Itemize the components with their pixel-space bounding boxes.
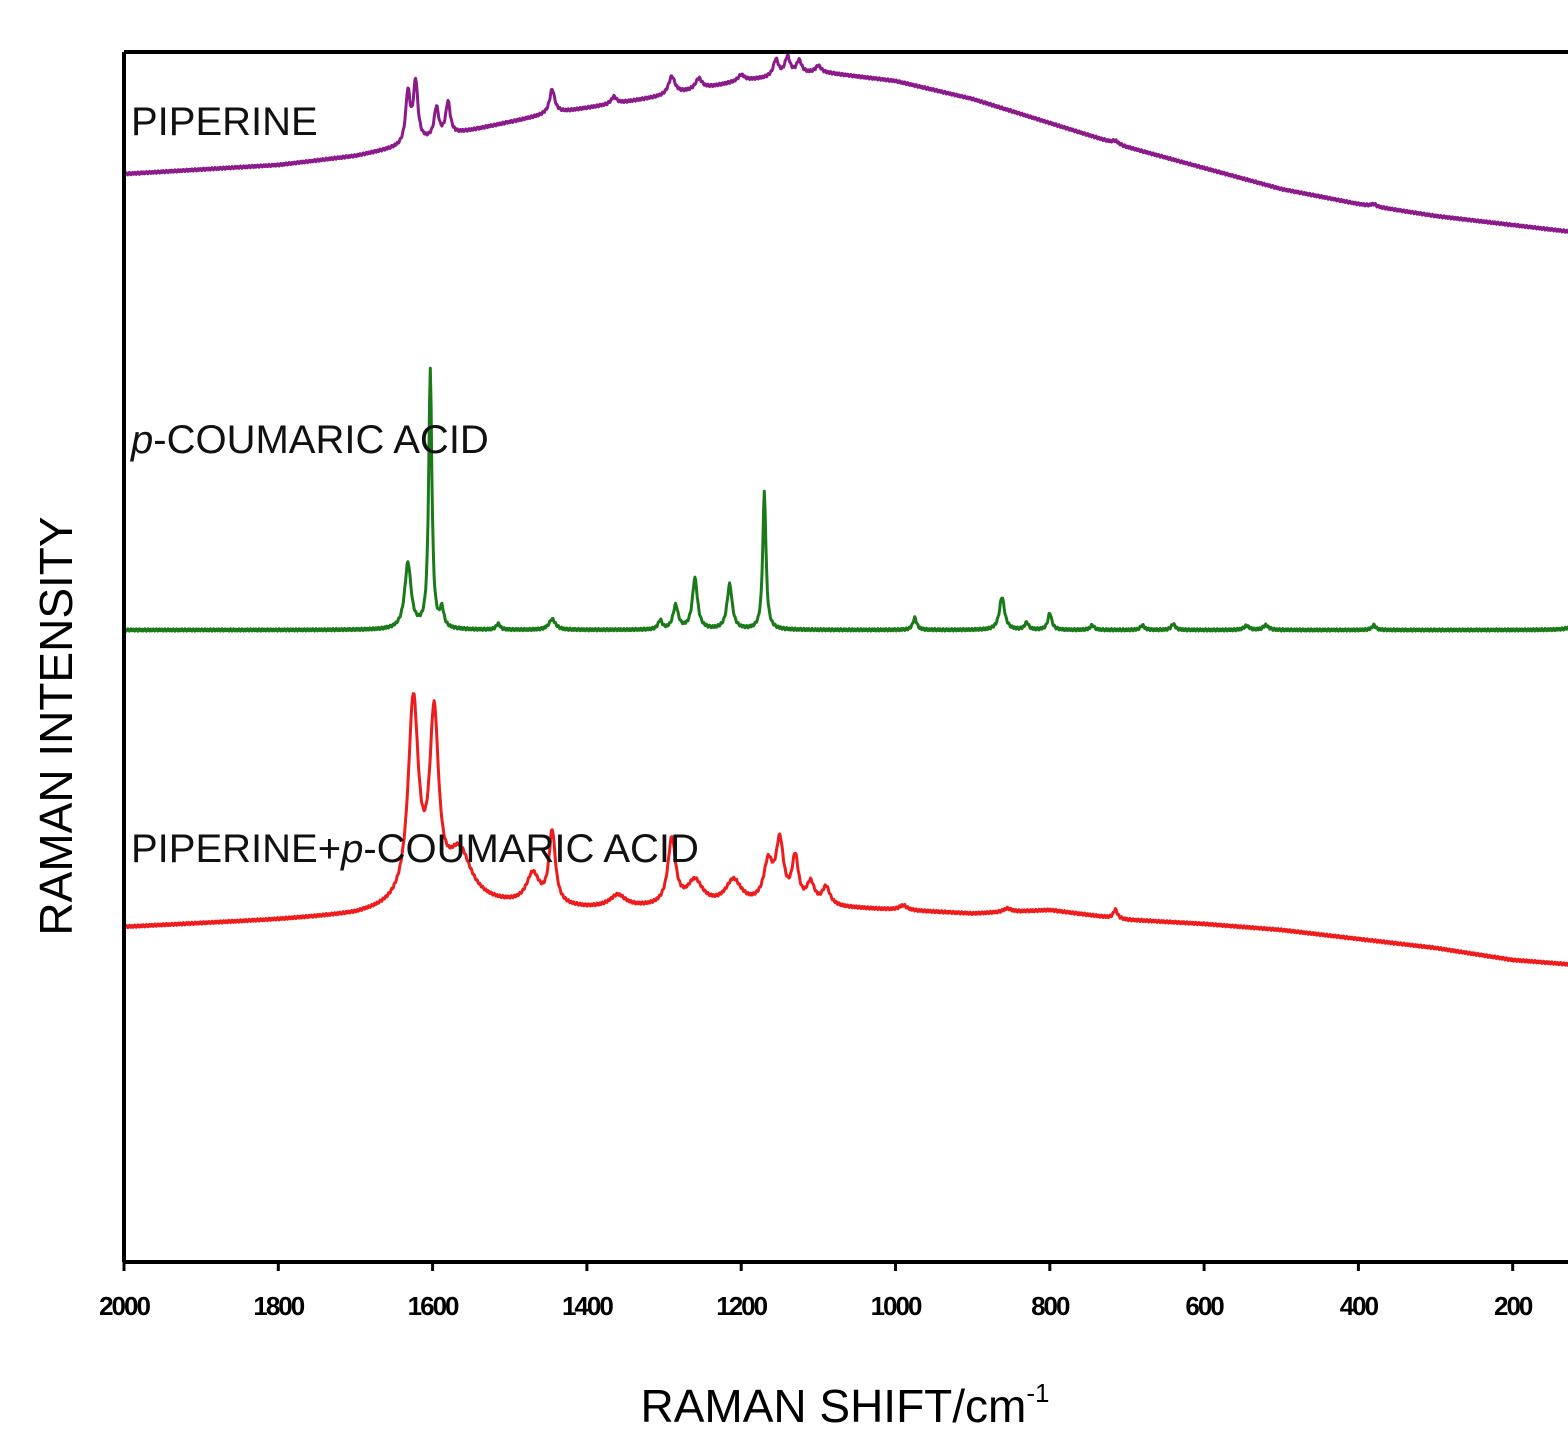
x-ticks-group: 2000 1800 1600 1400 1200 1000 800 600 400 200	[99, 1262, 1535, 1321]
series-label-3: PIPERINE+p-COUMARIC ACID	[131, 827, 699, 871]
series-label-3-part-2: p	[340, 827, 363, 871]
x-tick-label-400: 400	[1340, 1291, 1379, 1321]
x-tick-label-1600: 1600	[408, 1291, 459, 1321]
series-label-3-part-1: PIPERINE+	[131, 827, 341, 871]
x-axis-title-superscript: -1	[1026, 1378, 1049, 1408]
x-tick-label-1200: 1200	[716, 1291, 767, 1321]
series-label-1-part-1: PIPERINE	[131, 100, 318, 144]
x-tick-label-200: 200	[1494, 1291, 1533, 1321]
series-label-2-part-1: p	[130, 418, 153, 462]
series-group	[122, 53, 1568, 967]
spectrum-line-3	[122, 692, 1568, 967]
x-tick-label-1400: 1400	[562, 1291, 613, 1321]
y-axis-title: RAMAN INTENSITY	[30, 516, 82, 935]
series-label-2: p-COUMARIC ACID	[130, 418, 489, 462]
spectrum-line-2	[122, 366, 1568, 633]
x-tick-label-2000: 2000	[99, 1291, 150, 1321]
x-tick-label-1000: 1000	[871, 1291, 922, 1321]
x-tick-label-600: 600	[1185, 1291, 1224, 1321]
x-tick-label-800: 800	[1031, 1291, 1070, 1321]
series-label-2-part-2: -COUMARIC ACID	[153, 418, 489, 462]
series-label-1: PIPERINE	[131, 100, 318, 144]
x-axis-title: RAMAN SHIFT/cm-1	[640, 1378, 1049, 1432]
x-tick-label-1800: 1800	[253, 1291, 304, 1321]
series-label-3-part-3: -COUMARIC ACID	[363, 827, 699, 871]
axes-group	[122, 50, 1568, 1264]
spectrum-line-1	[122, 53, 1568, 234]
x-axis-title-main: RAMAN SHIFT/cm	[640, 1380, 1026, 1432]
